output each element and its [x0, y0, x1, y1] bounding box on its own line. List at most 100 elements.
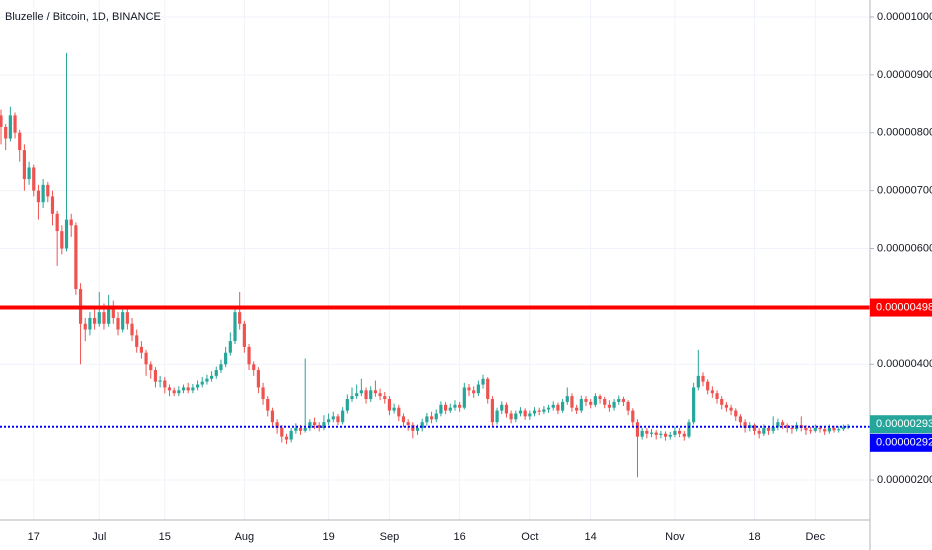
candle-body: [18, 132, 22, 151]
candle-body: [453, 404, 457, 408]
candle-body: [645, 430, 649, 434]
candle-body: [490, 399, 494, 423]
candle-body: [678, 430, 682, 434]
candle-body: [710, 390, 714, 394]
candle-body: [135, 335, 139, 347]
candle-body: [458, 404, 462, 408]
candle-body: [41, 184, 45, 203]
candle-body: [163, 380, 167, 388]
price-label: 0.00000498: [876, 301, 932, 313]
candle-body: [785, 425, 789, 428]
candle-body: [813, 427, 817, 431]
x-tick-label: Nov: [665, 531, 685, 543]
candle-body: [715, 393, 719, 400]
y-tick-label: 0.00000200: [877, 474, 932, 486]
candle-body: [444, 404, 448, 411]
candle-body: [111, 306, 115, 318]
candle-body: [130, 323, 134, 336]
candle-body: [64, 219, 69, 249]
candle-body: [528, 413, 532, 417]
candle-body: [83, 323, 87, 330]
candle-body: [818, 427, 822, 430]
x-tick-label: Sep: [380, 531, 400, 543]
x-tick-label: 19: [322, 531, 334, 543]
candle-body: [481, 378, 485, 385]
candle-body: [60, 231, 64, 249]
candle-body: [659, 433, 663, 435]
candle-body: [621, 399, 626, 402]
candle-body: [139, 346, 143, 353]
candle-body: [640, 430, 644, 437]
x-tick-label: 15: [159, 531, 171, 543]
candle-body: [500, 404, 504, 411]
candle-body: [561, 401, 565, 411]
candle-body: [612, 401, 616, 408]
candle-body: [401, 416, 406, 423]
price-label-box: [870, 415, 932, 434]
candle-body: [46, 184, 50, 197]
candle-body: [570, 396, 574, 408]
candle-body: [771, 426, 775, 431]
candle-body: [331, 416, 335, 420]
candle-body: [696, 375, 700, 388]
candle-body: [626, 401, 630, 411]
candle-body: [233, 312, 237, 342]
candle-body: [593, 396, 597, 405]
candle-body: [406, 422, 410, 426]
candle-body: [177, 390, 181, 394]
candle-body: [280, 427, 284, 437]
candle-body: [589, 401, 593, 405]
candle-body: [462, 387, 466, 408]
candle-body: [495, 410, 499, 423]
candle-body: [523, 410, 527, 417]
candle-body: [411, 425, 415, 431]
candle-body: [228, 341, 232, 353]
candle-body: [757, 430, 761, 434]
x-tick-label: Aug: [235, 531, 255, 543]
candle-body: [284, 436, 289, 440]
candle-body: [167, 387, 172, 391]
candle-body: [392, 407, 396, 411]
candle-body: [387, 399, 392, 411]
candle-body: [649, 432, 654, 434]
x-tick-label: 17: [28, 531, 40, 543]
candle-body: [256, 370, 260, 388]
candle-body: [345, 399, 349, 411]
candle-body: [200, 381, 204, 385]
price-label: 0.00000293: [876, 418, 932, 430]
candle-body: [584, 399, 588, 402]
candle-body: [116, 317, 120, 330]
candle-body: [13, 115, 17, 133]
y-tick-label: 0.00000900: [877, 69, 932, 81]
candle-body: [532, 410, 537, 414]
candle-body: [93, 317, 97, 324]
candle-body: [303, 427, 307, 431]
candle-body: [4, 126, 8, 139]
candle-body: [556, 404, 560, 411]
candle-body: [102, 312, 106, 324]
candle-body: [537, 410, 541, 412]
candle-body: [729, 407, 733, 411]
candle-body: [336, 416, 340, 423]
candle-body: [359, 390, 363, 394]
candle-body: [247, 346, 251, 365]
y-tick-label: 0.00000400: [877, 358, 932, 370]
candle-body: [701, 375, 705, 382]
candle-body: [668, 434, 672, 437]
y-tick-label: 0.00000600: [877, 242, 932, 254]
candle-body: [551, 404, 555, 408]
candle-body: [378, 393, 382, 397]
candle-body: [542, 409, 546, 412]
candle-body: [69, 219, 73, 226]
candle-body: [275, 422, 279, 428]
candle-body: [790, 427, 794, 430]
candle-body: [195, 384, 200, 388]
candle-body: [350, 396, 354, 400]
candle-body: [673, 430, 677, 435]
candle-body: [219, 364, 223, 371]
candle-body: [766, 427, 771, 431]
candle-body: [149, 364, 153, 371]
price-label: 0.00000292: [876, 437, 932, 449]
